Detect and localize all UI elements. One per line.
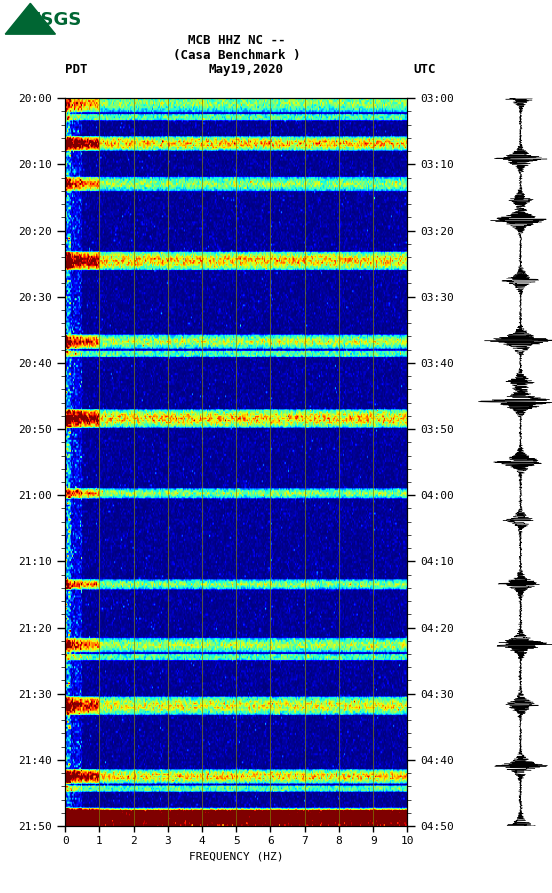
Text: MCB HHZ NC --: MCB HHZ NC --: [188, 34, 285, 46]
Polygon shape: [6, 4, 55, 34]
Text: UTC: UTC: [413, 63, 436, 76]
Text: (Casa Benchmark ): (Casa Benchmark ): [173, 49, 300, 62]
Text: May19,2020: May19,2020: [209, 63, 284, 76]
Text: PDT: PDT: [65, 63, 88, 76]
X-axis label: FREQUENCY (HZ): FREQUENCY (HZ): [189, 852, 284, 862]
Text: USGS: USGS: [26, 12, 81, 29]
